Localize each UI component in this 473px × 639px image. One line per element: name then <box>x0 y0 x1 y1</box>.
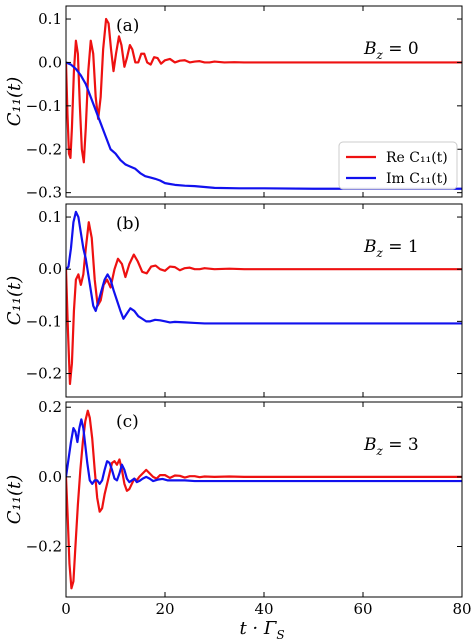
panel-a-re-line <box>66 17 462 164</box>
xlabel: t · ΓS <box>239 618 284 639</box>
panel-b-bz-annotation: Bz = 1 <box>363 237 419 260</box>
panel-a-ytick-label: −0.1 <box>26 97 62 115</box>
panel-b-ytick-label: 0.1 <box>38 208 62 226</box>
panel-c-xtick-label: 0 <box>61 600 71 618</box>
panel-b-im-line <box>66 210 462 325</box>
panel-c-xtick-label: 20 <box>155 600 174 618</box>
panel-b-re-line <box>66 221 462 386</box>
panel-c: 0.2 0.0 −0.2 0 20 40 60 80 C₁₁(t) (c) Bz = 3 t · ΓS <box>4 398 472 639</box>
panel-a-ytick-label: −0.2 <box>26 140 62 158</box>
panel-b: 0.1 0.0 −0.1 −0.2 C₁₁(t) (b) Bz = 1 <box>4 203 463 398</box>
panel-a-ytick-label: 0.1 <box>38 10 62 28</box>
panel-c-xtick-label: 60 <box>353 600 372 618</box>
panel-b-ytick-label: −0.1 <box>26 312 62 330</box>
panel-c-tag: (c) <box>116 412 139 432</box>
panel-a-tag: (a) <box>116 16 139 36</box>
panel-b-tag: (b) <box>116 214 140 234</box>
panel-c-bz-annotation: Bz = 3 <box>363 435 419 458</box>
panel-a-ytick-label: 0.0 <box>38 53 62 71</box>
panel-c-xtick-label: 80 <box>452 600 471 618</box>
legend: Re C₁₁(t) Im C₁₁(t) <box>338 141 458 190</box>
panel-b-ylabel: C₁₁(t) <box>4 276 25 325</box>
panel-a-ylabel: C₁₁(t) <box>4 77 25 126</box>
legend-label: Im C₁₁(t) <box>386 171 448 187</box>
panel-b-ytick-label: 0.0 <box>38 260 62 278</box>
panel-c-ylabel: C₁₁(t) <box>4 475 25 524</box>
panel-c-ytick-label: 0.2 <box>38 398 62 416</box>
panel-a-im-line <box>66 61 462 190</box>
panel-c-ytick-label: 0.0 <box>38 468 62 486</box>
panel-b-ytick-label: −0.2 <box>26 365 62 383</box>
panel-c-im-line <box>66 418 462 485</box>
panel-c-ytick-label: −0.2 <box>26 538 62 556</box>
panel-a-ytick-label: −0.3 <box>26 184 62 202</box>
legend-label: Re C₁₁(t) <box>386 150 448 166</box>
panel-a: 0.1 0.0 −0.1 −0.2 −0.3 C₁₁(t) (a) Bz = 0 Re C₁₁(… <box>4 5 463 202</box>
panel-c-xtick-label: 40 <box>254 600 273 618</box>
panel-c-re-line <box>66 409 462 590</box>
panel-a-bz-annotation: Bz = 0 <box>363 39 419 62</box>
